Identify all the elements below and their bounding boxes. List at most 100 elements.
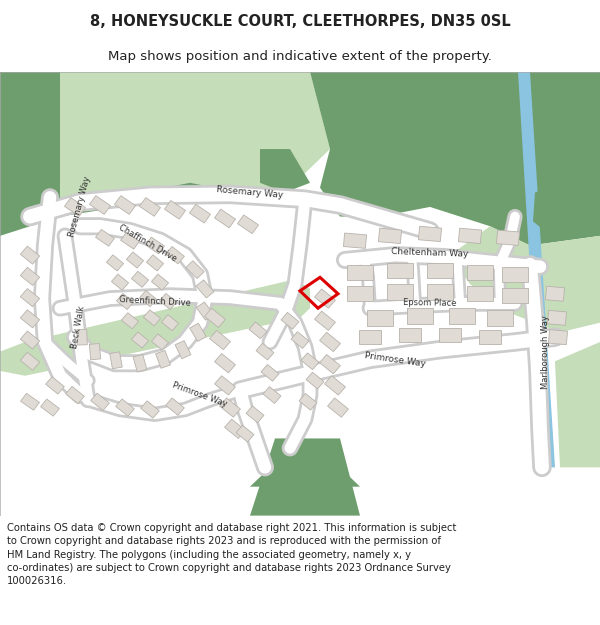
Polygon shape <box>20 289 40 307</box>
Polygon shape <box>60 72 330 217</box>
Polygon shape <box>496 230 520 246</box>
Polygon shape <box>518 72 555 468</box>
Polygon shape <box>139 291 157 307</box>
Text: Contains OS data © Crown copyright and database right 2021. This information is : Contains OS data © Crown copyright and d… <box>7 523 457 586</box>
Polygon shape <box>190 204 211 223</box>
Polygon shape <box>427 284 453 299</box>
Polygon shape <box>548 329 568 344</box>
Polygon shape <box>166 246 184 264</box>
Polygon shape <box>359 331 381 344</box>
Polygon shape <box>215 376 235 395</box>
Polygon shape <box>0 72 260 236</box>
Polygon shape <box>196 280 214 298</box>
Text: Marlborough Way: Marlborough Way <box>541 315 550 389</box>
Polygon shape <box>209 331 230 350</box>
Polygon shape <box>0 279 310 376</box>
Polygon shape <box>347 265 373 280</box>
Polygon shape <box>314 289 335 308</box>
Text: Primrose Way: Primrose Way <box>172 381 229 409</box>
Polygon shape <box>140 401 160 418</box>
Polygon shape <box>260 149 310 192</box>
Polygon shape <box>89 344 101 360</box>
Polygon shape <box>224 419 245 439</box>
Polygon shape <box>151 334 169 350</box>
Polygon shape <box>328 398 349 418</box>
Polygon shape <box>155 351 170 368</box>
Polygon shape <box>291 332 309 348</box>
Polygon shape <box>139 198 161 216</box>
Polygon shape <box>20 393 40 410</box>
Polygon shape <box>77 329 87 345</box>
Polygon shape <box>547 311 566 326</box>
Polygon shape <box>301 353 319 369</box>
Polygon shape <box>131 271 149 288</box>
Text: Epsom Place: Epsom Place <box>403 298 457 308</box>
Polygon shape <box>160 293 176 309</box>
Polygon shape <box>196 302 214 320</box>
Polygon shape <box>250 439 360 516</box>
Polygon shape <box>127 252 143 268</box>
Polygon shape <box>236 425 254 442</box>
Polygon shape <box>450 226 600 332</box>
Polygon shape <box>343 233 367 248</box>
Polygon shape <box>95 229 115 246</box>
Polygon shape <box>306 372 324 389</box>
Polygon shape <box>121 312 139 329</box>
Polygon shape <box>387 284 413 299</box>
Polygon shape <box>116 399 134 416</box>
Polygon shape <box>110 352 122 369</box>
Text: Chaffinch Drive: Chaffinch Drive <box>118 223 179 264</box>
Polygon shape <box>214 209 236 228</box>
Polygon shape <box>115 196 136 214</box>
Polygon shape <box>246 406 264 422</box>
Text: Rosemary Way: Rosemary Way <box>216 185 284 200</box>
Polygon shape <box>502 267 528 282</box>
Polygon shape <box>399 329 421 342</box>
Text: Greenfinch Drive: Greenfinch Drive <box>119 295 191 308</box>
Polygon shape <box>151 274 169 290</box>
Polygon shape <box>325 376 346 395</box>
Text: Cheltenham Way: Cheltenham Way <box>391 248 469 259</box>
Polygon shape <box>64 198 86 216</box>
Polygon shape <box>238 215 259 234</box>
Polygon shape <box>555 342 600 468</box>
Polygon shape <box>65 386 85 404</box>
Polygon shape <box>20 331 40 349</box>
Polygon shape <box>320 354 340 374</box>
Polygon shape <box>502 288 528 303</box>
Polygon shape <box>131 332 149 348</box>
Polygon shape <box>146 255 164 271</box>
Polygon shape <box>166 398 184 415</box>
Polygon shape <box>314 311 335 331</box>
Polygon shape <box>427 263 453 278</box>
Polygon shape <box>367 310 393 326</box>
Polygon shape <box>215 354 235 373</box>
Polygon shape <box>143 310 161 326</box>
Polygon shape <box>439 329 461 342</box>
Polygon shape <box>299 394 317 410</box>
Polygon shape <box>133 354 147 372</box>
Polygon shape <box>250 468 360 487</box>
Polygon shape <box>467 265 493 280</box>
Text: Primrose Way: Primrose Way <box>364 351 426 368</box>
Polygon shape <box>220 398 241 418</box>
Polygon shape <box>467 286 493 301</box>
Polygon shape <box>91 393 109 411</box>
Polygon shape <box>263 387 281 403</box>
Polygon shape <box>387 263 413 278</box>
Polygon shape <box>418 226 442 242</box>
Polygon shape <box>175 341 191 359</box>
Polygon shape <box>186 261 204 279</box>
Polygon shape <box>310 72 600 246</box>
Polygon shape <box>487 310 513 326</box>
Polygon shape <box>20 246 40 264</box>
Polygon shape <box>190 323 206 341</box>
Polygon shape <box>347 286 373 301</box>
Polygon shape <box>205 308 226 328</box>
Polygon shape <box>20 268 40 286</box>
Polygon shape <box>379 228 401 244</box>
Text: 8, HONEYSUCKLE COURT, CLEETHORPES, DN35 0SL: 8, HONEYSUCKLE COURT, CLEETHORPES, DN35 … <box>89 14 511 29</box>
Text: Rosemary Way: Rosemary Way <box>68 176 92 238</box>
Polygon shape <box>112 274 128 290</box>
Polygon shape <box>407 308 433 324</box>
